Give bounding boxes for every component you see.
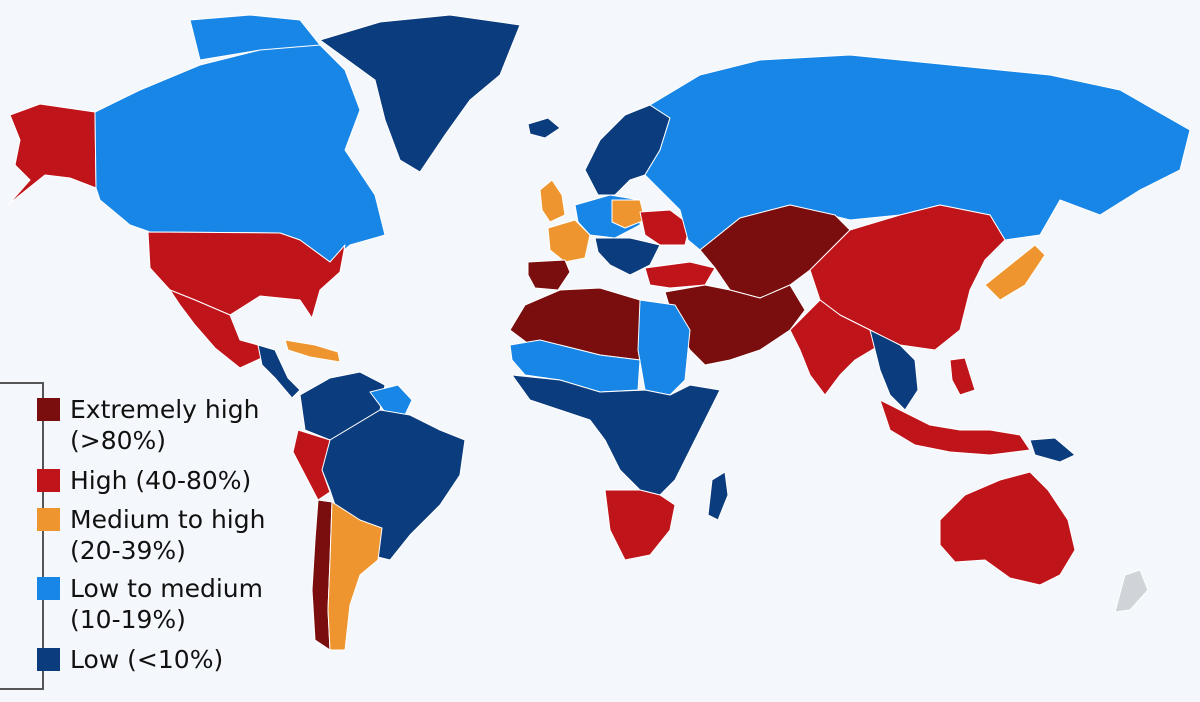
legend-swatch-low-to-medium [37,577,60,600]
region-madagascar [707,471,729,521]
region-egypt-sudan [637,299,691,396]
region-southeast-asia [869,329,919,411]
region-france [547,219,591,263]
legend-label-line2: (10-19%) [70,605,186,634]
legend-label-low-to-medium: Low to medium (10-19%) [70,573,263,635]
region-indonesia-philippines [879,357,1031,456]
legend-label-line1: Low to medium [70,574,263,603]
region-alaska [7,103,97,206]
legend-label-low: Low (<10%) [70,644,223,675]
region-argentina [327,501,383,651]
legend-label-line1: Medium to high [70,505,266,534]
legend-item-extremely-high: Extremely high (>80%) [37,394,259,456]
region-balkans [594,237,661,276]
region-new-zealand [1114,569,1149,613]
legend-bracket [0,382,44,690]
region-papua-new-guinea [1029,437,1076,463]
legend-item-low-to-medium: Low to medium (10-19%) [37,573,263,635]
legend-swatch-extremely-high [37,398,60,421]
legend-label-line2: (>80%) [70,426,167,455]
region-guianas [369,384,413,416]
region-central-africa [511,374,721,496]
region-united-kingdom [539,179,566,223]
region-india [789,299,881,396]
legend-label-extremely-high: Extremely high (>80%) [70,394,259,456]
region-iceland [527,117,561,139]
region-japan [984,244,1046,301]
region-southern-africa [604,489,676,561]
legend-label-medium-to-high: Medium to high (20-39%) [70,504,265,566]
legend-label-line1: Extremely high [70,395,260,424]
legend-swatch-low [37,648,60,671]
legend-item-low: Low (<10%) [37,644,223,675]
legend-swatch-medium-to-high [37,508,60,531]
legend: Extremely high (>80%) High (40-80%) Medi… [0,382,300,690]
region-greenland [319,14,521,173]
legend-label-line1: High (40-80%) [70,466,252,495]
region-canada [94,14,386,263]
regions-layer [7,14,1191,651]
legend-label-line1: Low (<10%) [70,645,224,674]
region-spain [527,259,571,291]
region-central-america [257,344,301,399]
region-poland [611,199,646,229]
legend-label-line2: (20-39%) [70,536,186,565]
region-peru [292,429,331,501]
legend-swatch-high [37,469,60,492]
region-ukraine [639,209,691,246]
legend-label-high: High (40-80%) [70,465,251,496]
legend-item-high: High (40-80%) [37,465,251,496]
region-caribbean [284,339,341,363]
legend-item-medium-to-high: Medium to high (20-39%) [37,504,265,566]
region-australia [939,471,1076,586]
